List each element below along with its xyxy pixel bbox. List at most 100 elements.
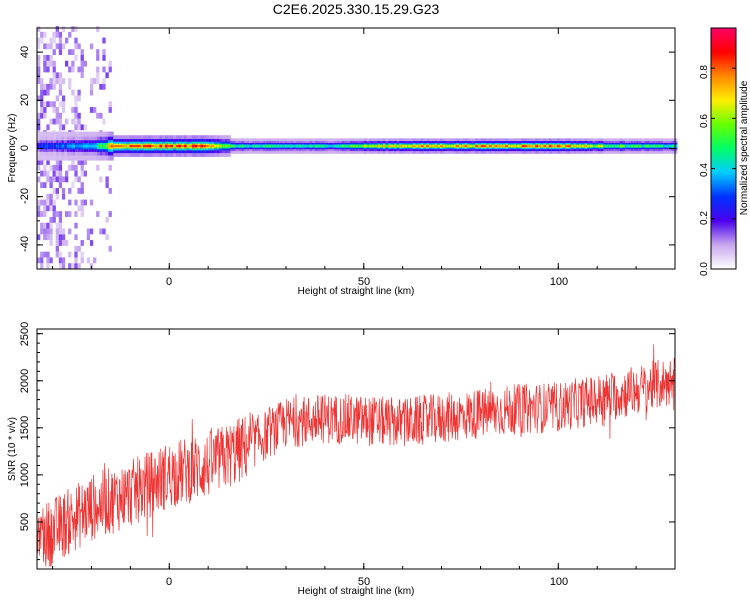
heatmap-noise-cell xyxy=(43,211,47,217)
heatmap-noise-cell xyxy=(102,78,106,84)
heatmap-noise-cell xyxy=(68,31,72,38)
heatmap-ridge-cell xyxy=(415,145,419,147)
colorbar-frame xyxy=(710,27,737,270)
heatmap-noise-cell xyxy=(58,182,63,189)
heatmap-ridge-cell xyxy=(230,145,234,147)
heatmap-ridge-cell xyxy=(396,145,400,147)
heatmap-noise-cell xyxy=(52,107,56,113)
heatmap-noise-cell xyxy=(52,205,56,212)
heatmap-noise-cell xyxy=(74,54,78,61)
heatmap-noise-cell xyxy=(37,72,41,79)
colorbar-label: Normalized spectral amplitude xyxy=(739,80,750,215)
heatmap-ridge-cell xyxy=(61,144,65,148)
heatmap-noise-cell xyxy=(80,205,84,212)
heatmap-ridge-cell xyxy=(238,145,242,147)
heatmap-noise-cell xyxy=(89,240,94,246)
heatmap-noise-cell xyxy=(49,118,53,125)
heatmap-noise-cell xyxy=(43,83,47,90)
heatmap-noise-cell xyxy=(71,26,75,32)
heatmap-ridge-cell xyxy=(382,145,387,147)
heatmap-noise-cell xyxy=(68,49,72,56)
heatmap-ridge-cell xyxy=(110,144,114,148)
heatmap-noise-cell xyxy=(108,245,112,252)
heatmap-ridge-cell xyxy=(257,145,261,147)
heatmap-ridge-cell xyxy=(284,145,289,147)
heatmap-ridge-cell xyxy=(355,145,359,147)
heatmap-ridge-cell xyxy=(494,145,498,147)
heatmap-ridge-cell xyxy=(164,145,169,148)
heatmap-noise-cell xyxy=(58,216,63,223)
heatmap-noise-cell xyxy=(40,95,44,102)
heatmap-noise-cell xyxy=(55,112,59,119)
heatmap-ridge-cell xyxy=(322,145,327,147)
heatmap-noise-cell xyxy=(43,60,47,67)
heatmap-noise-cell xyxy=(65,60,69,67)
spectrogram-y-tick-40: 40 xyxy=(19,46,31,58)
heatmap-ridge-cell xyxy=(344,145,348,147)
heatmap-noise-cell xyxy=(52,199,56,206)
heatmap-noise-cell xyxy=(99,83,103,90)
heatmap-ridge-cell xyxy=(47,144,52,148)
heatmap-ridge-cell xyxy=(148,145,152,148)
heatmap-noise-cell xyxy=(68,228,72,235)
heatmap-noise-cell xyxy=(58,78,63,84)
heatmap-noise-cell xyxy=(55,188,59,194)
heatmap-ridge-cell xyxy=(314,145,318,147)
heatmap-noise-cell xyxy=(74,112,78,119)
heatmap-noise-cell xyxy=(49,78,53,84)
heatmap-noise-cell xyxy=(61,95,66,102)
heatmap-noise-cell xyxy=(43,228,47,235)
heatmap-noise-cell xyxy=(43,170,47,177)
spectrogram-y-tick-minus-40: -40 xyxy=(19,236,31,252)
snr-plot-area xyxy=(37,329,675,569)
heatmap-noise-cell xyxy=(40,222,44,229)
heatmap-ridge-cell xyxy=(423,145,427,147)
heatmap-ridge-cell xyxy=(80,144,84,148)
heatmap-noise-cell xyxy=(58,228,63,235)
heatmap-ridge-cell xyxy=(603,145,607,147)
heatmap-ridge-cell xyxy=(273,145,278,147)
heatmap-ridge-cell xyxy=(426,145,430,147)
heatmap-noise-cell xyxy=(49,234,53,241)
heatmap-ridge-cell xyxy=(366,145,370,147)
heatmap-noise-cell xyxy=(61,124,66,131)
heatmap-ridge-cell xyxy=(107,144,112,148)
heatmap-noise-cell xyxy=(49,176,53,183)
heatmap-ridge-cell xyxy=(86,144,90,148)
heatmap-noise-cell xyxy=(46,54,50,61)
heatmap-ridge-cell xyxy=(352,145,357,147)
heatmap-noise-cell xyxy=(49,54,53,61)
heatmap-ridge-cell xyxy=(510,145,515,147)
heatmap-noise-cell xyxy=(49,60,53,67)
colorbar-gradient xyxy=(711,28,736,269)
heatmap-noise-cell xyxy=(43,112,47,119)
heatmap-ridge-cell xyxy=(374,145,378,147)
heatmap-ridge-cell xyxy=(611,145,615,147)
heatmap-noise-cell xyxy=(52,31,56,38)
heatmap-ridge-cell xyxy=(548,145,553,147)
snr-x-tick-100: 100 xyxy=(550,576,568,588)
heatmap-noise-cell xyxy=(43,43,47,50)
heatmap-noise-cell xyxy=(58,176,63,183)
heatmap-ridge-cell xyxy=(290,145,294,147)
heatmap-noise-cell xyxy=(55,107,59,113)
heatmap-noise-cell xyxy=(61,240,66,246)
heatmap-ridge-cell xyxy=(56,144,60,148)
heatmap-ridge-cell xyxy=(540,145,544,147)
heatmap-ridge-cell xyxy=(377,145,381,147)
heatmap-noise-cell xyxy=(46,228,50,235)
heatmap-noise-cell xyxy=(99,228,103,235)
heatmap-ridge-cell xyxy=(363,145,367,147)
heatmap-noise-cell xyxy=(46,43,50,50)
heatmap-ridge-cell xyxy=(186,145,190,148)
heatmap-noise-cell xyxy=(108,66,112,73)
heatmap-noise-cell xyxy=(68,199,72,206)
heatmap-ridge-cell xyxy=(224,145,229,148)
heatmap-noise-cell xyxy=(43,66,47,73)
heatmap-noise-cell xyxy=(49,182,53,189)
heatmap-noise-cell xyxy=(43,251,47,258)
heatmap-ridge-cell xyxy=(88,144,92,148)
heatmap-noise-cell xyxy=(49,193,53,200)
heatmap-ridge-cell xyxy=(589,145,594,147)
heatmap-noise-cell xyxy=(105,176,109,183)
